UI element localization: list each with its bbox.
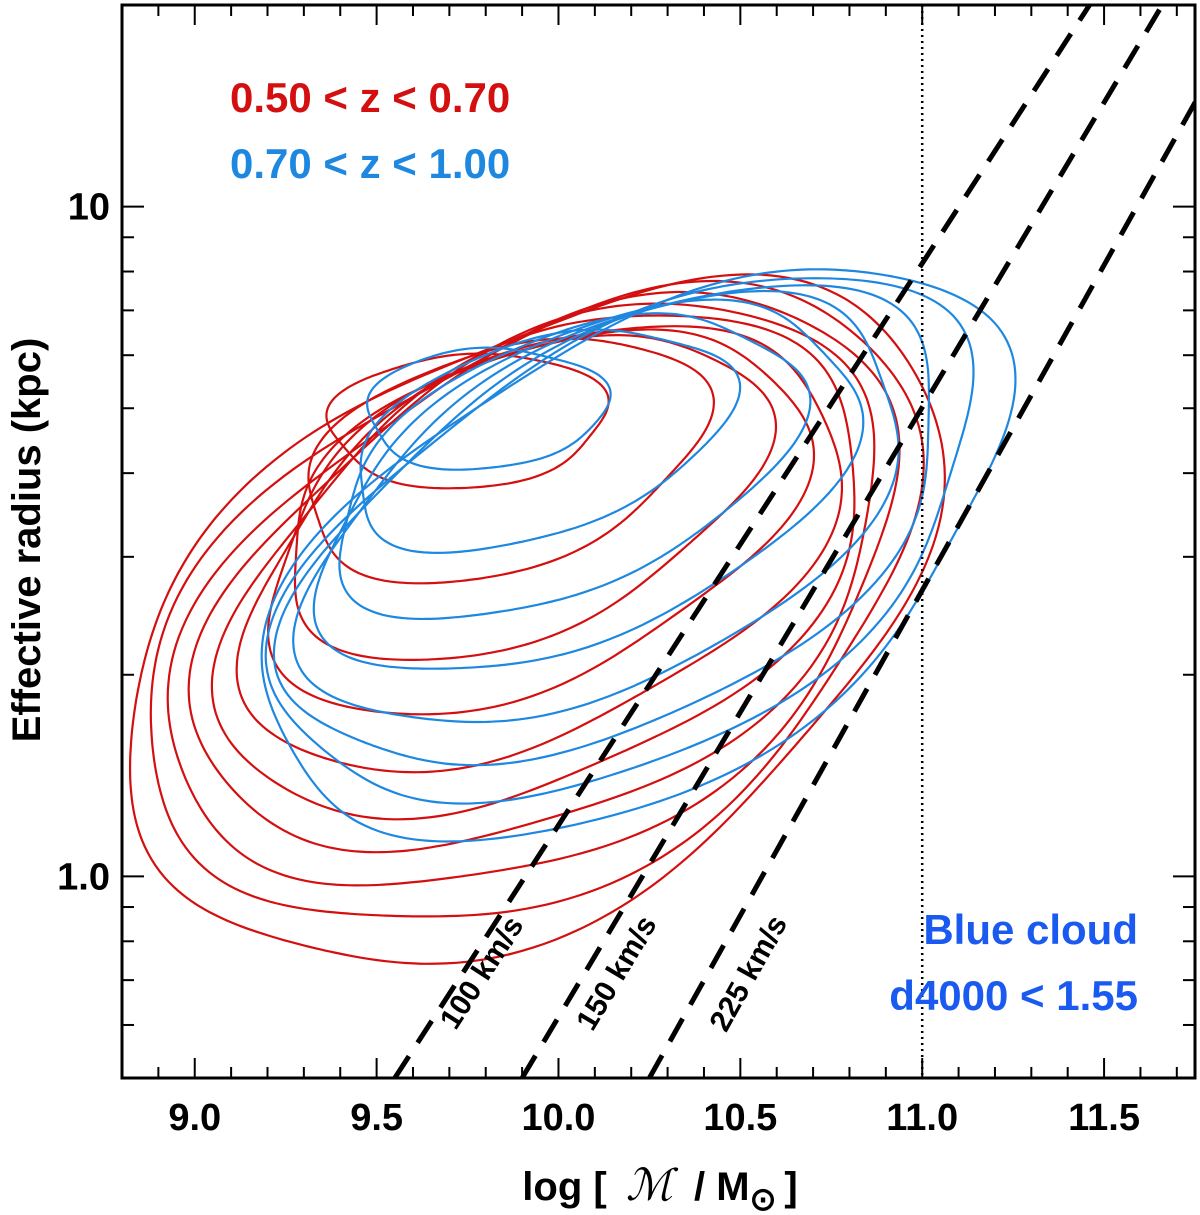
red-contour-1 (325, 352, 610, 490)
red-contour-4 (267, 328, 816, 716)
y-tick-label: 1.0 (57, 856, 110, 898)
plot-frame (120, 3, 1197, 1080)
velocity-label-3: 225 km/s (703, 910, 794, 1037)
blue-contour-3 (338, 312, 812, 621)
blue-contour-8 (260, 268, 1017, 843)
blue-contour-4 (312, 298, 865, 670)
annotation-d4000: d4000 < 1.55 (889, 972, 1138, 1019)
velocity-label-2: 150 km/s (570, 910, 663, 1036)
red-contour-7 (187, 302, 876, 854)
red-contour-9 (149, 279, 925, 918)
x-tick-label: 9.5 (350, 1097, 403, 1139)
legend-entry-red: 0.50 < z < 0.70 (230, 74, 510, 121)
velocity-label-1: 100 km/s (434, 911, 531, 1035)
x-tick-label: 11.0 (886, 1097, 958, 1139)
y-axis-title: Effective radius (kpc) (5, 338, 49, 743)
x-tick-label: 9.0 (168, 1097, 221, 1139)
x-tick-label: 10.0 (521, 1097, 595, 1139)
red-contour-8 (166, 290, 901, 887)
blue-contour-6 (272, 284, 930, 767)
contour-layer (128, 268, 1017, 965)
y-tick-label: 10 (68, 187, 110, 229)
x-tick-label: 10.5 (703, 1097, 777, 1139)
red-contour-10 (128, 273, 946, 965)
blue-contour-1 (366, 346, 612, 471)
annotation-blue-cloud: Blue cloud (923, 906, 1138, 953)
reference-lines-layer (392, 5, 1195, 1078)
blue-contour-7 (264, 277, 975, 805)
velocity-line-1 (392, 5, 1092, 1078)
red-contour-2 (307, 337, 715, 585)
red-contour-5 (235, 325, 844, 774)
red-contour-6 (210, 314, 856, 821)
blue-contour-5 (292, 289, 900, 724)
x-tick-label: 11.5 (1068, 1097, 1140, 1139)
x-axis-title: log [ ℳ / M⊙] (522, 1160, 797, 1215)
blue-contour-2 (359, 328, 742, 554)
velocity-line-3 (647, 97, 1195, 1078)
legend-entry-blue: 0.70 < z < 1.00 (230, 140, 510, 187)
